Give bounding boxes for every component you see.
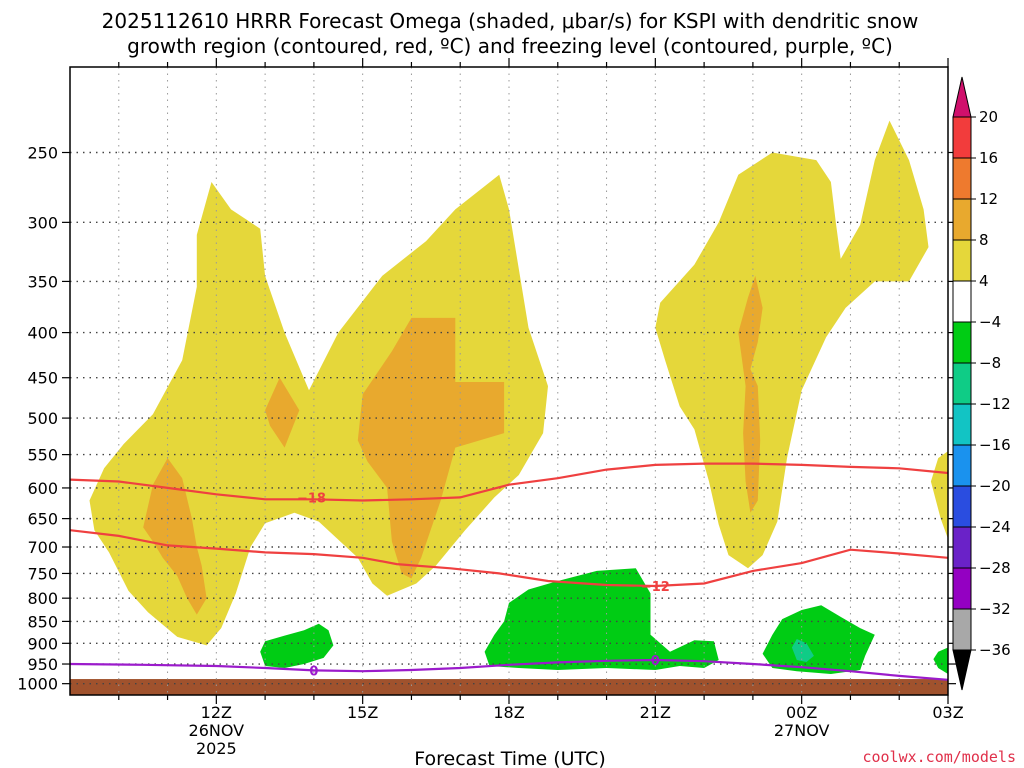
- omega-region-9: [762, 605, 875, 674]
- colorbar-swatch-10: [952, 526, 972, 569]
- omega-region-7: [260, 623, 334, 668]
- x-tick-label-0: 12Z: [201, 703, 232, 722]
- x-tick-label-3: 21Z: [640, 703, 671, 722]
- colorbar-label-3: 8: [979, 231, 989, 249]
- isotherm-line-2: [70, 658, 948, 681]
- x-tick-label-4: 00Z: [786, 703, 817, 722]
- credit-text[interactable]: coolwx.com/models: [862, 748, 1016, 766]
- colorbar-swatch-9: [952, 485, 972, 528]
- colorbar-swatch-7: [952, 403, 972, 446]
- colorbar-swatch-11: [952, 567, 972, 610]
- isotherm-line-1: [70, 529, 948, 588]
- ground-surface: [70, 679, 948, 695]
- y-tick-label-900: 900: [27, 634, 58, 653]
- y-tick-label-650: 650: [27, 510, 58, 529]
- temperature-contours: −18 −12 0 0: [70, 462, 948, 681]
- colorbar-label-6: −8: [979, 354, 1001, 372]
- x-tick-label-1: 15Z: [347, 703, 378, 722]
- colorbar-label-13: −36: [979, 641, 1011, 659]
- chart-title-line2: growth region (contoured, red, ºC) and f…: [127, 34, 893, 58]
- omega-region-1: [143, 458, 207, 615]
- omega-region-4: [655, 120, 929, 569]
- omega-region-11: [933, 647, 948, 674]
- grid-lines: [70, 67, 949, 695]
- y-tick-label-300: 300: [27, 213, 58, 232]
- omega-shading: [89, 120, 948, 674]
- colorbar-swatch-5: [952, 321, 972, 364]
- x-axis-label: Forecast Time (UTC): [414, 748, 605, 768]
- omega-region-5: [738, 275, 763, 513]
- omega-region-3: [357, 317, 505, 579]
- colorbar-label-0: 20: [979, 108, 998, 126]
- y-tick-label-550: 550: [27, 446, 58, 465]
- y-tick-label-750: 750: [27, 564, 58, 583]
- colorbar-label-4: 4: [979, 272, 989, 290]
- omega-region-8: [484, 568, 719, 670]
- isotherm-label-2: 0: [309, 664, 318, 679]
- isotherm-label-0: −18: [297, 491, 326, 506]
- x-tick-year-0: 2025: [196, 739, 237, 758]
- x-tick-date-0: 26NOV: [189, 721, 245, 740]
- y-tick-label-1000: 1000: [17, 675, 58, 694]
- colorbar-swatch-8: [952, 444, 972, 487]
- omega-region-0: [89, 174, 548, 646]
- colorbar-swatch-6: [952, 362, 972, 405]
- x-tick-date-4: 27NOV: [774, 721, 830, 740]
- y-tick-label-250: 250: [27, 143, 58, 162]
- y-tick-label-350: 350: [27, 272, 58, 291]
- x-tick-label-5: 03Z: [932, 703, 963, 722]
- colorbar-label-5: −4: [979, 313, 1001, 331]
- y-axis: 250 300 350 400 450 500 550 600 650 700 750 800 850 9…: [17, 143, 956, 694]
- colorbar-swatch-1: [952, 157, 972, 200]
- colorbar-label-9: −20: [979, 477, 1011, 495]
- isotherm-label-3: 0: [651, 654, 660, 669]
- omega-region-2: [265, 377, 300, 448]
- colorbar-label-12: −32: [979, 600, 1011, 618]
- colorbar-label-10: −24: [979, 518, 1011, 536]
- colorbar-swatch-12: [952, 608, 972, 651]
- colorbar-label-11: −28: [979, 559, 1011, 577]
- omega-region-10: [791, 639, 814, 662]
- colorbar-swatch-3: [952, 239, 972, 282]
- y-tick-label-450: 450: [27, 369, 58, 388]
- isotherm-line-0: [70, 462, 948, 502]
- chart-title-line1: 2025112610 HRRR Forecast Omega (shaded, …: [102, 9, 919, 33]
- colorbar-label-1: 16: [979, 149, 998, 167]
- y-tick-label-400: 400: [27, 324, 58, 343]
- y-tick-label-800: 800: [27, 589, 58, 608]
- isotherm-label-1: −12: [641, 580, 670, 595]
- colorbar-swatch-0: [952, 116, 972, 159]
- y-tick-label-600: 600: [27, 479, 58, 498]
- colorbar-top-arrow: [952, 76, 972, 118]
- x-tick-label-2: 18Z: [493, 703, 524, 722]
- colorbar-label-8: −16: [979, 436, 1011, 454]
- colorbar-swatch-4: [952, 280, 972, 323]
- y-tick-label-700: 700: [27, 538, 58, 557]
- colorbar: 20 16 12 8 4 −4 −8 −12 −16 −20 −24 −28 −32 −36: [952, 76, 1011, 691]
- colorbar-label-7: −12: [979, 395, 1011, 413]
- y-tick-label-950: 950: [27, 655, 58, 674]
- colorbar-swatch-2: [952, 198, 972, 241]
- y-tick-label-850: 850: [27, 612, 58, 631]
- colorbar-label-2: 12: [979, 190, 998, 208]
- colorbar-bottom-arrow: [952, 649, 972, 691]
- y-tick-label-500: 500: [27, 409, 58, 428]
